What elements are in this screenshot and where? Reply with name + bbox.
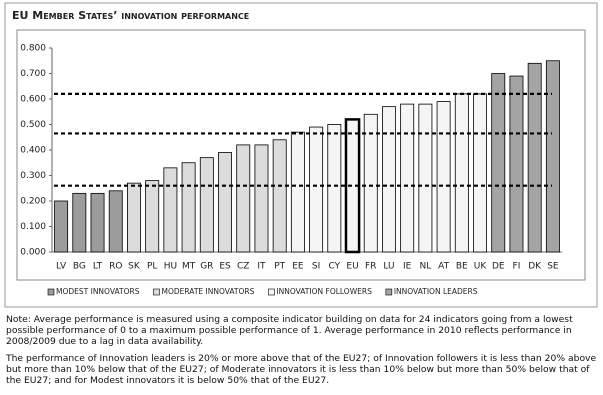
bar — [418, 103, 433, 253]
y-tick-label: 0.600 — [20, 95, 46, 105]
x-tick-label: PL — [147, 262, 157, 272]
legend-swatch — [385, 288, 393, 296]
x-tick-label: NL — [420, 262, 432, 272]
x-tick-label: RO — [109, 262, 122, 272]
x-tick-label: CY — [329, 262, 341, 272]
bar — [163, 167, 178, 253]
y-tick-label: 0.300 — [20, 171, 46, 181]
x-tick-label: LV — [56, 262, 67, 272]
y-tick-label: 0.700 — [20, 69, 46, 79]
bar — [327, 124, 342, 253]
bar — [199, 157, 214, 253]
x-tick-label: ES — [219, 262, 231, 272]
y-tick-label: 0.800 — [20, 44, 46, 54]
x-tick-label: PT — [274, 262, 285, 272]
y-tick-label: 0.500 — [20, 120, 46, 130]
x-tick-label: HU — [164, 262, 177, 272]
bar — [491, 73, 506, 253]
bar — [527, 62, 542, 253]
bar — [54, 200, 69, 253]
x-tick-label: IE — [403, 262, 412, 272]
y-tick-label: 0.400 — [20, 146, 46, 156]
note: The performance of Innovation leaders is… — [6, 353, 597, 386]
bar — [90, 192, 105, 253]
bar — [545, 60, 560, 253]
x-tick-label: MT — [182, 262, 196, 272]
bar — [436, 101, 451, 253]
bar — [363, 113, 378, 253]
x-tick-label: SE — [547, 262, 559, 272]
legend-label: INNOVATION LEADERS — [394, 287, 478, 296]
bar — [236, 144, 251, 253]
x-tick-label: EE — [292, 262, 304, 272]
legend-swatch — [153, 288, 160, 296]
x-tick-label: UK — [474, 262, 488, 272]
x-tick-label: FR — [365, 262, 376, 272]
bar — [473, 93, 487, 253]
bar — [344, 118, 361, 254]
x-tick-label: SI — [312, 262, 320, 272]
bar — [309, 126, 324, 253]
legend-label: MODERATE INNOVATORS — [161, 287, 254, 296]
x-tick-label: SK — [128, 262, 141, 272]
bar — [400, 103, 415, 253]
legend-label: MODEST INNOVATORS — [56, 287, 140, 296]
bar — [272, 139, 287, 253]
bar — [108, 190, 123, 253]
y-tick-label: 0.100 — [20, 222, 46, 232]
x-tick-label: DK — [528, 262, 542, 272]
bar — [454, 93, 469, 253]
legend-swatch — [268, 288, 275, 296]
x-tick-label: GR — [200, 262, 213, 272]
chart-title: EU Member States’ innovation performance — [12, 9, 249, 22]
bar — [181, 162, 196, 253]
bar — [127, 182, 141, 253]
note: Note: Average performance is measured us… — [6, 314, 573, 347]
x-tick-label: AT — [438, 262, 449, 272]
y-tick-label: 0.200 — [20, 197, 46, 207]
bar — [218, 152, 232, 253]
bar — [290, 131, 305, 253]
bar — [254, 144, 269, 253]
x-tick-label: LT — [93, 262, 103, 272]
chart: EU Member States’ innovation performance… — [4, 2, 598, 308]
bar — [382, 106, 396, 253]
x-tick-label: FI — [513, 262, 521, 272]
x-tick-label: DE — [492, 262, 505, 272]
y-tick-label: 0.000 — [20, 248, 46, 258]
x-tick-label: IT — [257, 262, 266, 272]
x-tick-label: CZ — [237, 262, 249, 272]
x-tick-label: LU — [383, 262, 394, 272]
legend-label: INNOVATION FOLLOWERS — [276, 287, 372, 296]
bar — [145, 180, 160, 253]
x-tick-label: EU — [346, 262, 358, 272]
x-tick-label: BE — [456, 262, 468, 272]
x-tick-label: BG — [73, 262, 86, 272]
notes: Note: Average performance is measured us… — [6, 314, 598, 392]
bar — [72, 192, 87, 253]
legend-swatch — [47, 288, 55, 296]
bar — [509, 75, 524, 253]
